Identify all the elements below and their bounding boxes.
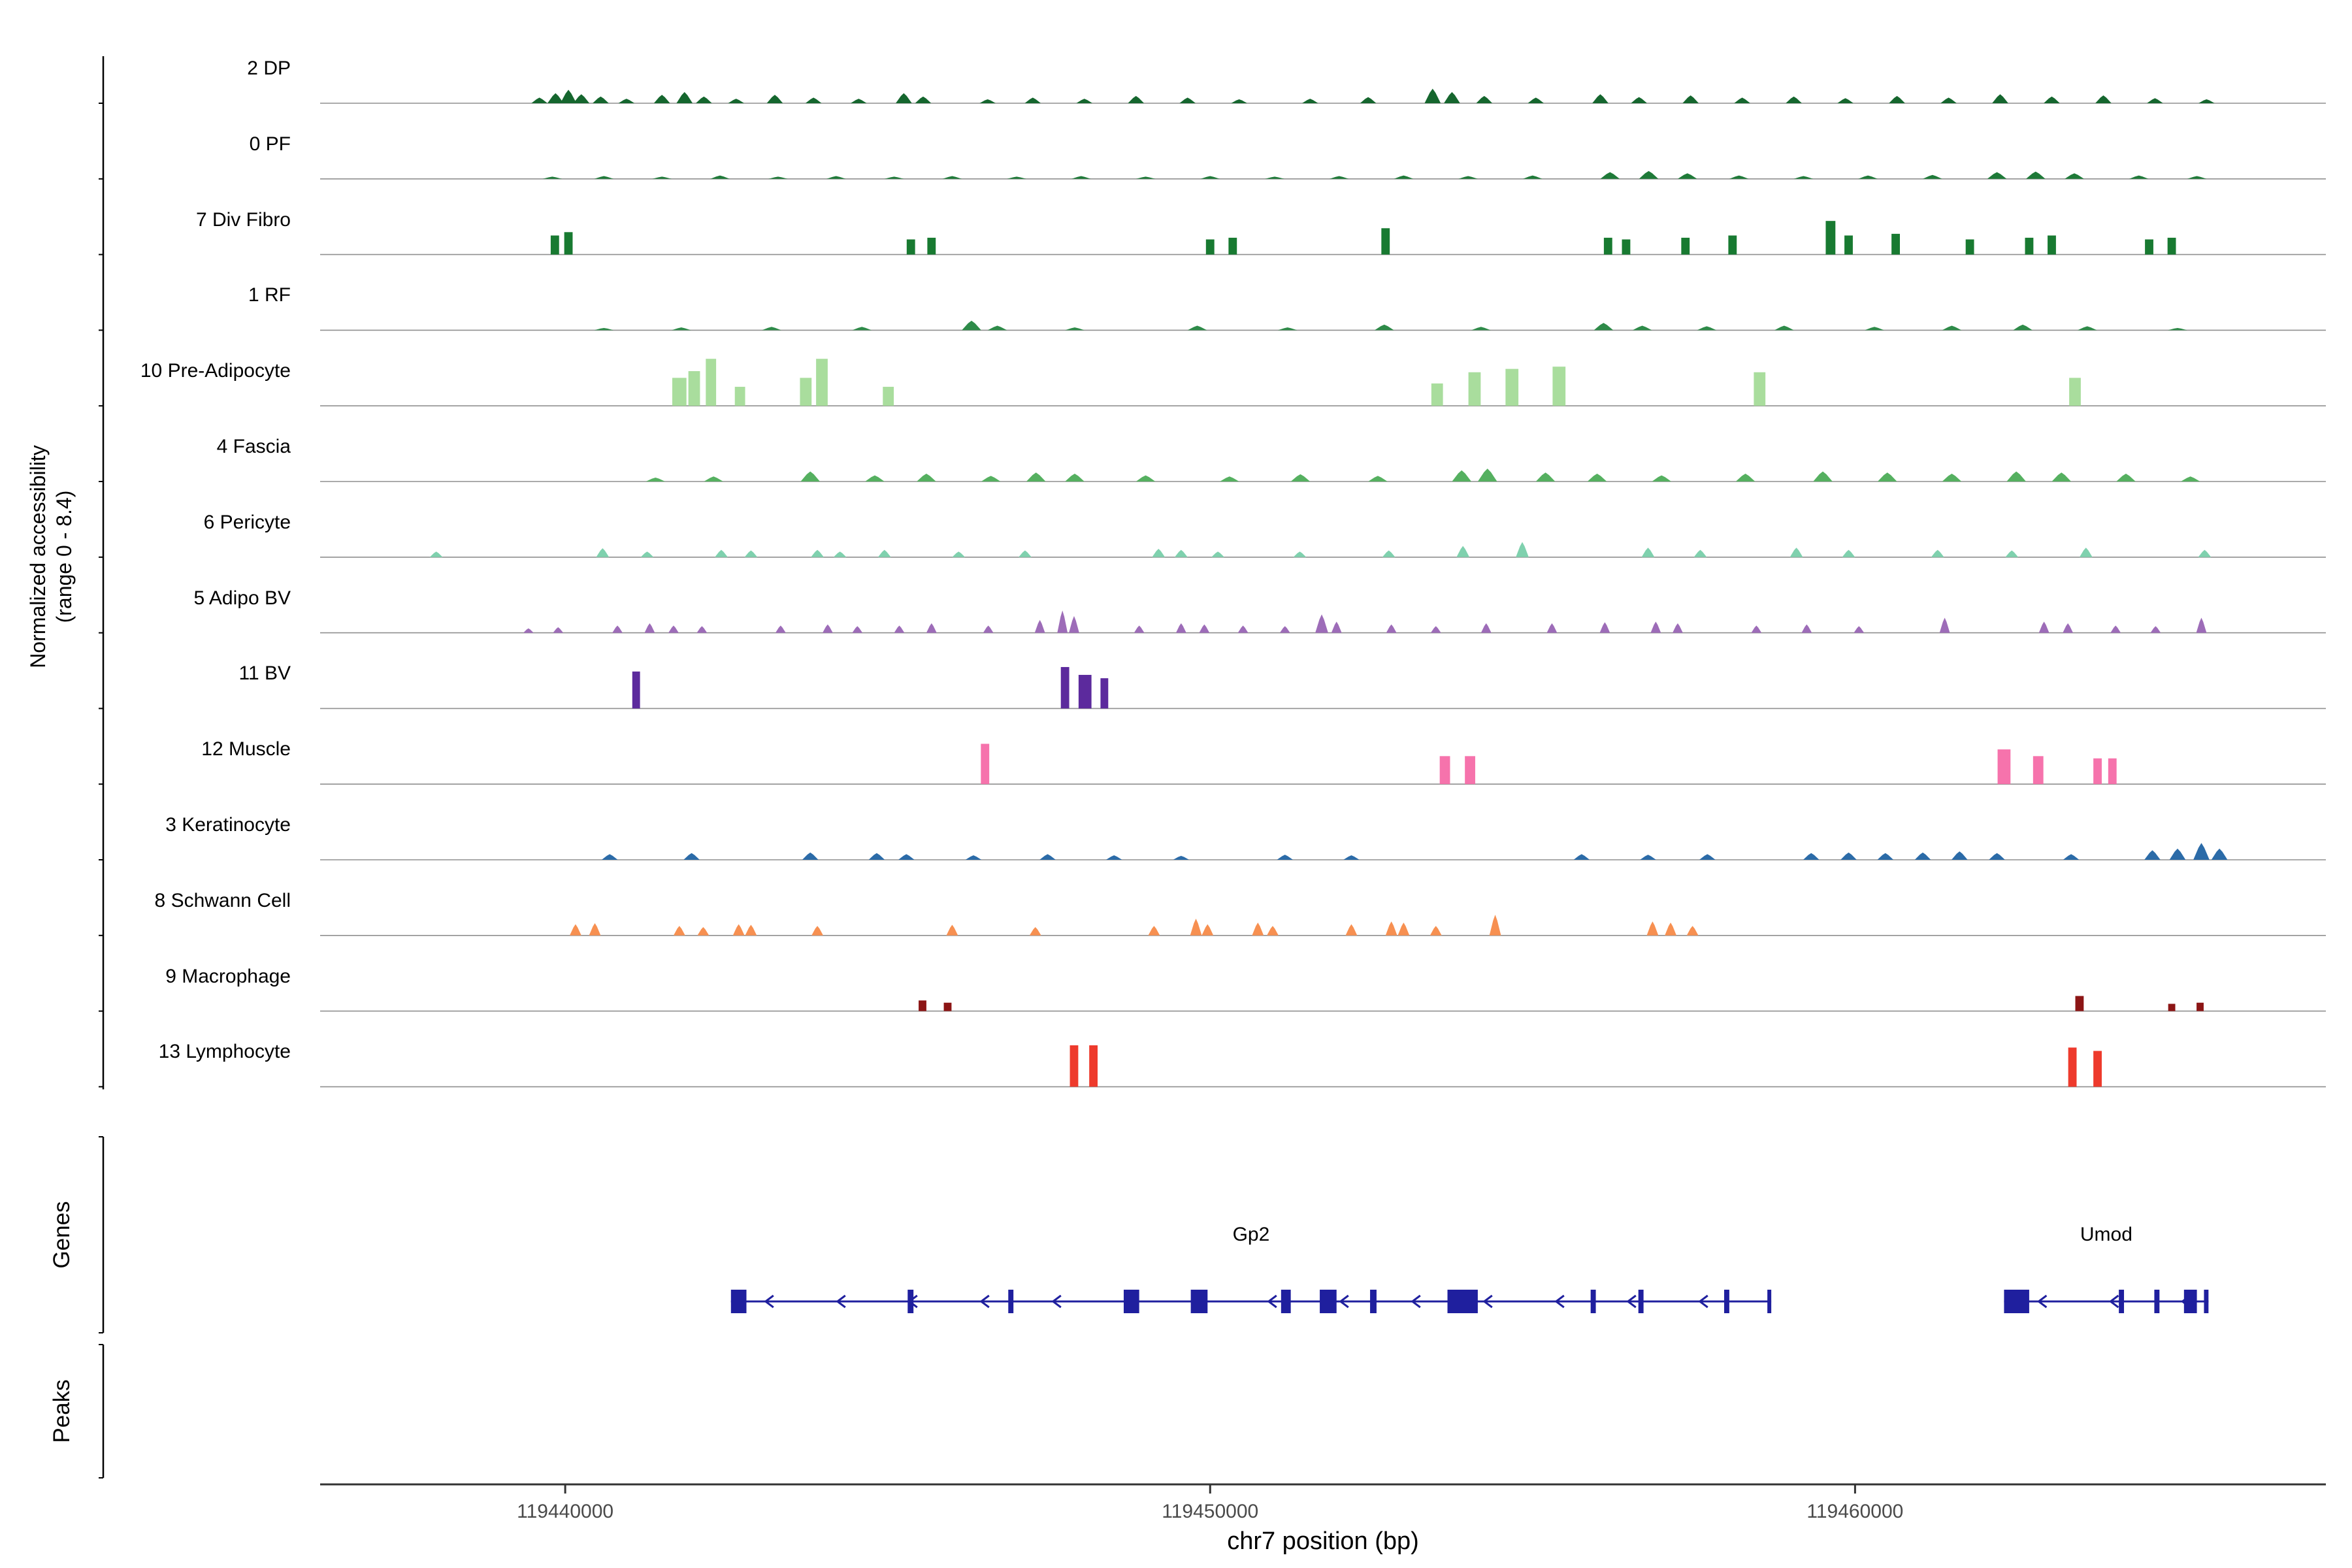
y-axis-label-line2: (range 0 - 8.4) [52, 490, 76, 623]
track-signal-1-rf [594, 320, 2187, 331]
track-signal-3-keratinocyte [601, 843, 2228, 860]
track-signal-5-adipo-bv [523, 610, 2207, 633]
track-signal-9-macrophage [919, 996, 2204, 1011]
track-signal-4-fascia [645, 468, 2200, 482]
gene-model-umod [2004, 1290, 2209, 1313]
y-axis-label-line1: Normalized accessibility [26, 445, 50, 668]
peaks-section-label: Peaks [49, 1379, 74, 1443]
track-signal-11-bv [632, 666, 1109, 709]
track-signal-10-pre-adipocyte [672, 359, 2081, 406]
x-axis-title: chr7 position (bp) [1227, 1527, 1419, 1555]
gene-model-gp2 [730, 1290, 1772, 1313]
y-axis-label: Normalized accessibility (range 0 - 8.4) [25, 67, 77, 1047]
track-signal-8-schwann-cell [570, 915, 1699, 936]
track-signal-13-lymphocyte [1070, 1045, 2102, 1087]
track-signal-6-pericyte [429, 542, 2212, 557]
track-signal-2-dp [531, 88, 2215, 103]
track-signal-12-muscle [981, 743, 2117, 785]
peaks-track-area [320, 1359, 2326, 1477]
track-signal-7-div-fibro [550, 221, 2176, 255]
track-signal-0-pf [542, 171, 2207, 179]
